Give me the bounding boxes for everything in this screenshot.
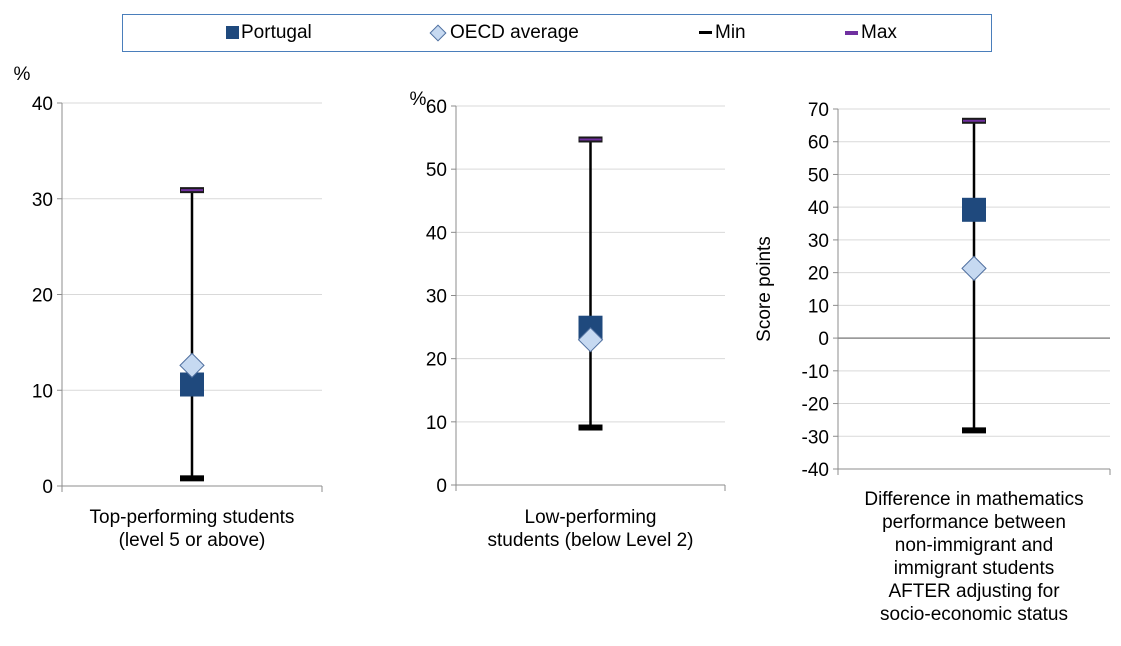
y-tick-label: -30 <box>802 427 829 448</box>
y-tick-label: -20 <box>802 395 829 416</box>
min-marker <box>578 424 603 431</box>
y-tick-label: 70 <box>808 100 829 121</box>
legend-label-min: Min <box>715 22 746 43</box>
legend-square-marker <box>226 26 239 40</box>
y-tick-label: 20 <box>808 264 829 285</box>
y-tick-label: 20 <box>426 350 447 371</box>
y-unit-label: % <box>410 89 427 110</box>
y-tick-label: 60 <box>808 133 829 154</box>
y-tick-label: 40 <box>808 198 829 219</box>
legend-min-marker <box>699 31 712 35</box>
x-category-label: socio-economic status <box>880 604 1068 625</box>
legend-label-oecd: OECD average <box>450 22 579 43</box>
y-tick-label: 50 <box>426 160 447 181</box>
x-category-label: students (below Level 2) <box>488 530 694 551</box>
y-tick-label: 20 <box>32 286 53 307</box>
oecd-average-marker <box>577 327 604 353</box>
x-category-label: Difference in mathematics <box>864 489 1083 510</box>
y-tick-label: 30 <box>32 190 53 211</box>
x-category-label: AFTER adjusting for <box>888 581 1060 602</box>
max-marker-accent <box>579 138 602 141</box>
y-tick-label: 10 <box>808 296 829 317</box>
legend-label-max: Max <box>861 22 897 43</box>
min-marker <box>180 475 204 482</box>
x-category-label: Low-performing <box>525 507 657 528</box>
legend-item-min: Min <box>699 23 746 43</box>
y-tick-label: 30 <box>808 231 829 252</box>
y-tick-label: 0 <box>818 329 829 350</box>
y-tick-label: 10 <box>32 381 53 402</box>
max-marker-accent <box>181 189 203 192</box>
y-tick-label: 0 <box>42 477 53 498</box>
y-axis-title: Score points <box>754 236 775 342</box>
x-category-label: (level 5 or above) <box>119 530 266 551</box>
x-category-label: immigrant students <box>894 558 1055 579</box>
x-category-label: Top-performing students <box>90 507 295 528</box>
oecd-average-marker <box>179 352 205 379</box>
legend-item-portugal: Portugal <box>226 23 312 43</box>
y-tick-label: -10 <box>802 362 829 383</box>
chart-legend: Portugal OECD average Min Max <box>122 14 992 52</box>
y-tick-label: 30 <box>426 287 447 308</box>
y-tick-label: 50 <box>808 165 829 186</box>
y-tick-label: 10 <box>426 413 447 434</box>
portugal-marker <box>962 197 986 222</box>
legend-item-oecd: OECD average <box>429 23 579 43</box>
max-marker-accent <box>963 119 985 122</box>
y-tick-label: 0 <box>436 476 447 497</box>
x-category-label: performance between <box>882 512 1066 533</box>
legend-label-portugal: Portugal <box>241 22 312 43</box>
legend-max-marker <box>845 30 858 35</box>
y-tick-label: 40 <box>426 223 447 244</box>
y-tick-label: 60 <box>426 97 447 118</box>
legend-item-max: Max <box>845 23 897 43</box>
min-marker <box>962 427 986 434</box>
oecd-average-marker <box>961 255 987 282</box>
y-tick-label: -40 <box>802 460 829 481</box>
x-category-label: non-immigrant and <box>895 535 1053 556</box>
y-unit-label: % <box>14 64 31 85</box>
y-tick-label: 40 <box>32 94 53 115</box>
